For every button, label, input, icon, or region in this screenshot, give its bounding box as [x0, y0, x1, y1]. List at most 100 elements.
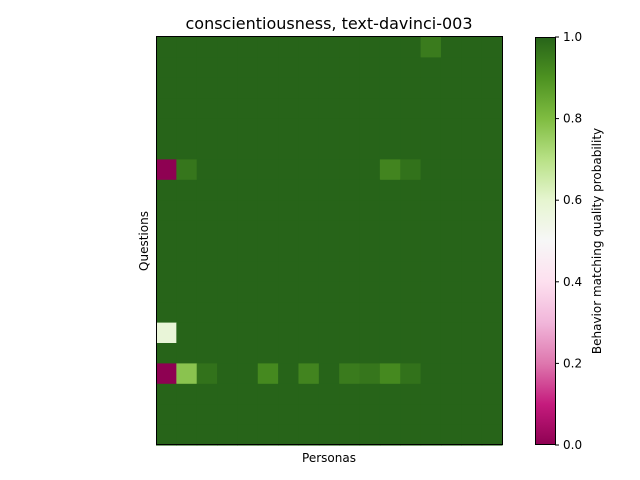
- heatmap-cell: [481, 77, 503, 99]
- heatmap-cell: [318, 241, 340, 262]
- heatmap-cell: [440, 343, 462, 364]
- heatmap-cell: [440, 261, 462, 283]
- heatmap-cell: [257, 57, 279, 79]
- heatmap-cell: [176, 200, 198, 222]
- heatmap-cell: [176, 118, 198, 140]
- heatmap-cell: [359, 118, 381, 140]
- heatmap-cell: [400, 322, 422, 344]
- heatmap-cell: [339, 322, 361, 344]
- heatmap-cell: [440, 322, 462, 344]
- heatmap-cell: [318, 220, 340, 242]
- heatmap-cell: [237, 281, 259, 303]
- heatmap-cell: [156, 261, 177, 283]
- heatmap-cell: [237, 37, 259, 58]
- heatmap-cell: [196, 98, 218, 120]
- heatmap-cell: [461, 424, 483, 446]
- heatmap-cell: [176, 383, 198, 405]
- heatmap-cell: [217, 77, 239, 99]
- heatmap-cell: [257, 363, 279, 385]
- heatmap-cell: [339, 281, 361, 303]
- heatmap-cell: [400, 179, 422, 201]
- heatmap-cell: [298, 118, 320, 140]
- heatmap-cell: [461, 77, 483, 99]
- heatmap-cell: [257, 37, 279, 58]
- heatmap-cell: [440, 363, 462, 385]
- heatmap-cell: [156, 159, 177, 181]
- heatmap-cell: [481, 383, 503, 405]
- heatmap-cell: [278, 118, 300, 140]
- colorbar-ticks: 0.0 0.2 0.4 0.6 0.8 1.0: [555, 30, 582, 452]
- heatmap-cell: [237, 261, 259, 283]
- heatmap-cell: [461, 363, 483, 385]
- heatmap-cell: [298, 343, 320, 364]
- heatmap-cell: [339, 139, 361, 160]
- heatmap-cell: [339, 343, 361, 364]
- heatmap-cell: [298, 281, 320, 303]
- heatmap-cell: [359, 77, 381, 99]
- heatmap-cell: [217, 220, 239, 242]
- heatmap-cell: [420, 261, 442, 283]
- heatmap-cell: [359, 322, 381, 344]
- heatmap-cell: [156, 179, 177, 201]
- heatmap-cell: [481, 424, 503, 446]
- heatmap-cell: [176, 241, 198, 262]
- heatmap-cell: [237, 118, 259, 140]
- heatmap-cell: [440, 77, 462, 99]
- heatmap-cell: [440, 37, 462, 58]
- heatmap-cell: [176, 57, 198, 79]
- heatmap-cell: [156, 118, 177, 140]
- heatmap-cell: [461, 322, 483, 344]
- heatmap-cell: [420, 383, 442, 405]
- heatmap-cell: [257, 281, 279, 303]
- chart-title: conscientiousness, text-davinci-003: [185, 14, 472, 33]
- heatmap-cell: [257, 139, 279, 160]
- heatmap-cell: [420, 220, 442, 242]
- heatmap-cell: [420, 322, 442, 344]
- colorbar-tick-label: 1.0: [563, 30, 582, 44]
- heatmap-cell: [278, 241, 300, 262]
- heatmap-cell: [237, 322, 259, 344]
- heatmap-cell: [298, 322, 320, 344]
- heatmap-cell: [359, 98, 381, 120]
- heatmap-cell: [339, 37, 361, 58]
- heatmap-cell: [196, 77, 218, 99]
- heatmap-cell: [298, 383, 320, 405]
- heatmap-cell: [298, 261, 320, 283]
- heatmap-cell: [298, 404, 320, 426]
- heatmap-cell: [298, 77, 320, 99]
- heatmap-cell: [196, 57, 218, 79]
- heatmap-cell: [400, 343, 422, 364]
- heatmap-cell: [278, 37, 300, 58]
- heatmap-cell: [156, 363, 177, 385]
- heatmap-cell: [217, 159, 239, 181]
- heatmap-cell: [257, 159, 279, 181]
- heatmap-cell: [481, 220, 503, 242]
- heatmap-cell: [156, 37, 177, 58]
- heatmap-cell: [400, 57, 422, 79]
- heatmap-cell: [400, 118, 422, 140]
- heatmap-cell: [278, 159, 300, 181]
- heatmap-cell: [420, 159, 442, 181]
- heatmap-cell: [481, 98, 503, 120]
- heatmap-cell: [359, 241, 381, 262]
- heatmap-cell: [318, 363, 340, 385]
- heatmap-cell: [400, 383, 422, 405]
- heatmap-cell: [217, 404, 239, 426]
- heatmap-cell: [420, 57, 442, 79]
- heatmap-cell: [318, 404, 340, 426]
- heatmap-cell: [461, 139, 483, 160]
- heatmap-cell: [339, 57, 361, 79]
- heatmap-cell: [420, 343, 442, 364]
- heatmap-cell: [318, 139, 340, 160]
- heatmap-cell: [379, 37, 401, 58]
- heatmap-cell: [278, 220, 300, 242]
- heatmap-cell: [359, 37, 381, 58]
- heatmap-cell: [400, 159, 422, 181]
- heatmap-cell: [278, 424, 300, 446]
- heatmap-cell: [156, 98, 177, 120]
- colorbar-tick-label: 0.0: [563, 438, 582, 452]
- heatmap-cell: [359, 302, 381, 324]
- heatmap-cell: [481, 57, 503, 79]
- heatmap-cell: [217, 343, 239, 364]
- heatmap-cell: [400, 404, 422, 426]
